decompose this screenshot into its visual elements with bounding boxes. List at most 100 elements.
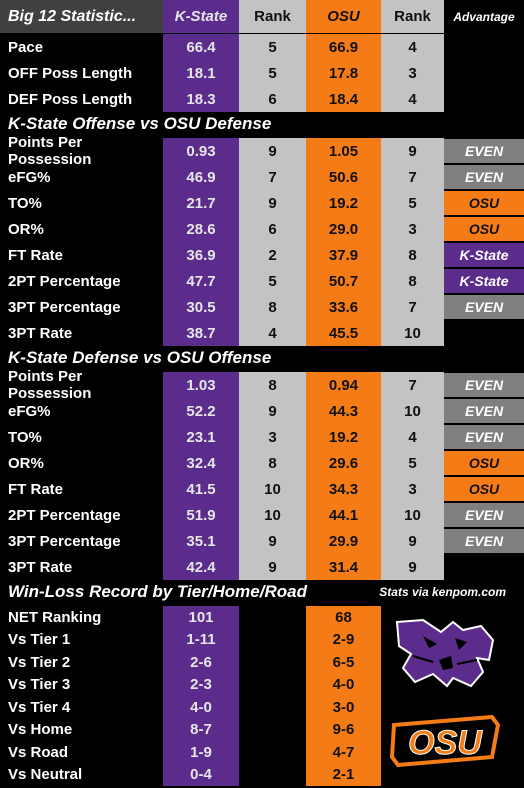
table-row: 3PT Percentage 35.1 9 29.9 9 EVEN	[0, 528, 524, 554]
kstate-rank: 9	[239, 398, 306, 424]
record-gap	[239, 606, 306, 629]
kstate-rank: 9	[239, 190, 306, 216]
advantage-badge: EVEN	[444, 425, 524, 449]
osu-record: 9-6	[306, 718, 381, 741]
advantage-header: Advantage	[444, 0, 524, 33]
kstate-rank: 5	[239, 60, 306, 86]
osu-value: 31.4	[306, 554, 381, 580]
record-row: NET Ranking 101 68	[0, 606, 524, 629]
osu-value: 19.2	[306, 424, 381, 450]
advantage-badge: OSU	[444, 451, 524, 475]
osu-rank: 10	[381, 502, 444, 528]
advantage-badge	[444, 34, 524, 60]
row-label: FT Rate	[8, 480, 64, 498]
kstate-rank: 2	[239, 242, 306, 268]
osu-rank: 9	[381, 138, 444, 164]
osu-rank: 9	[381, 554, 444, 580]
advantage-badge	[444, 320, 524, 346]
advantage-badge: EVEN	[444, 165, 524, 189]
osu-record: 3-0	[306, 696, 381, 719]
record-label: Vs Home	[8, 721, 73, 739]
kstate-value: 38.7	[163, 320, 239, 346]
kstate-value: 18.1	[163, 60, 239, 86]
record-gap	[239, 696, 306, 719]
kstate-rank: 9	[239, 554, 306, 580]
osu-rank: 8	[381, 268, 444, 294]
kstate-value: 42.4	[163, 554, 239, 580]
osu-logo-text: OSU	[408, 724, 483, 762]
record-label: Vs Tier 1	[8, 631, 71, 649]
row-label: 3PT Rate	[8, 324, 73, 342]
osu-value: 44.3	[306, 398, 381, 424]
advantage-badge: OSU	[444, 217, 524, 241]
kstate-value: 36.9	[163, 242, 239, 268]
kstate-value: 18.3	[163, 86, 239, 112]
record-label: NET Ranking	[8, 608, 102, 626]
row-label: 3PT Percentage	[8, 532, 121, 550]
advantage-badge: EVEN	[444, 295, 524, 319]
record-row: Vs Home 8-7 9-6	[0, 718, 524, 741]
table-row: 3PT Rate 42.4 9 31.4 9	[0, 554, 524, 580]
osu-rank: 4	[381, 34, 444, 60]
kstate-value: 28.6	[163, 216, 239, 242]
osu-rank: 5	[381, 450, 444, 476]
kstate-record: 8-7	[163, 718, 239, 741]
section-offense-title: K-State Offense vs OSU Defense	[0, 112, 524, 136]
table-row: OFF Poss Length 18.1 5 17.8 3	[0, 60, 524, 86]
advantage-badge: K-State	[444, 269, 524, 293]
kstate-value: 30.5	[163, 294, 239, 320]
table-row: Pace 66.4 5 66.9 4	[0, 34, 524, 60]
osu-record: 68	[306, 606, 381, 629]
kstate-record: 2-6	[163, 651, 239, 674]
record-label: Vs Road	[8, 743, 69, 761]
table-row: Points Per Possession 1.03 8 0.94 7 EVEN	[0, 368, 524, 402]
kstate-value: 41.5	[163, 476, 239, 502]
wildcat-logo-icon	[395, 618, 495, 688]
table-row: OR% 32.4 8 29.6 5 OSU	[0, 450, 524, 476]
row-label: TO%	[8, 428, 42, 446]
kstate-rank: 8	[239, 372, 306, 398]
kstate-value: 47.7	[163, 268, 239, 294]
table-row: TO% 21.7 9 19.2 5 OSU	[0, 190, 524, 216]
kstate-value: 1.03	[163, 372, 239, 398]
row-label: Points Per Possession	[8, 368, 92, 402]
table-row: FT Rate 41.5 10 34.3 3 OSU	[0, 476, 524, 502]
kstate-rank: 3	[239, 424, 306, 450]
advantage-badge: OSU	[444, 191, 524, 215]
record-label: Vs Neutral	[8, 766, 83, 784]
osu-rank: 7	[381, 372, 444, 398]
row-label: OFF Poss Length	[8, 64, 133, 82]
row-label: OR%	[8, 454, 44, 472]
osu-rank: 5	[381, 190, 444, 216]
kstate-record: 1-11	[163, 628, 239, 651]
table-row: TO% 23.1 3 19.2 4 EVEN	[0, 424, 524, 450]
kstate-rank: 10	[239, 476, 306, 502]
advantage-badge	[444, 60, 524, 86]
team1-header: K-State	[163, 0, 239, 33]
osu-rank: 10	[381, 398, 444, 424]
osu-value: 34.3	[306, 476, 381, 502]
osu-record: 4-7	[306, 741, 381, 764]
advantage-badge: EVEN	[444, 399, 524, 423]
osu-value: 50.7	[306, 268, 381, 294]
record-row: Vs Tier 4 4-0 3-0	[0, 696, 524, 719]
table-row: 2PT Percentage 51.9 10 44.1 10 EVEN	[0, 502, 524, 528]
osu-record: 2-9	[306, 628, 381, 651]
osu-rank: 7	[381, 294, 444, 320]
osu-value: 29.9	[306, 528, 381, 554]
advantage-badge: EVEN	[444, 503, 524, 527]
osu-rank: 9	[381, 528, 444, 554]
osu-rank: 3	[381, 60, 444, 86]
kstate-rank: 10	[239, 502, 306, 528]
row-label: Points Per Possession	[8, 134, 92, 168]
kstate-value: 46.9	[163, 164, 239, 190]
section-record-header: Win-Loss Record by Tier/Home/Road Stats …	[0, 580, 524, 604]
advantage-badge: OSU	[444, 477, 524, 501]
record-row: Vs Road 1-9 4-7	[0, 741, 524, 764]
kstate-rank: 5	[239, 268, 306, 294]
advantage-badge: K-State	[444, 243, 524, 267]
kstate-rank: 6	[239, 86, 306, 112]
advantage-badge	[444, 554, 524, 580]
kstate-value: 32.4	[163, 450, 239, 476]
